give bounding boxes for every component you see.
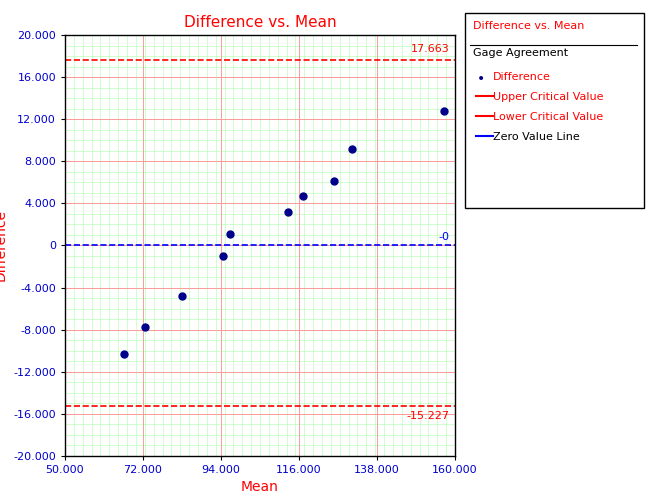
Y-axis label: Difference: Difference (0, 209, 8, 282)
Text: Lower Critical Value: Lower Critical Value (493, 112, 603, 122)
Point (439, 107, 450, 115)
Point (225, 230, 235, 238)
Point (283, 208, 294, 216)
X-axis label: Mean: Mean (241, 480, 279, 494)
Text: Zero Value Line: Zero Value Line (493, 132, 579, 142)
Text: •: • (476, 72, 485, 86)
Point (177, 292, 187, 300)
Text: Difference: Difference (493, 72, 551, 82)
Text: Upper Critical Value: Upper Critical Value (493, 92, 603, 102)
Text: Gage Agreement: Gage Agreement (473, 48, 568, 58)
Point (330, 177, 340, 185)
Point (347, 145, 358, 153)
Point (118, 350, 129, 358)
Text: -15.227: -15.227 (407, 411, 450, 421)
Point (297, 192, 307, 200)
Text: Difference vs. Mean: Difference vs. Mean (473, 21, 584, 31)
Text: 17.663: 17.663 (411, 45, 450, 55)
Title: Difference vs. Mean: Difference vs. Mean (184, 15, 336, 30)
Point (218, 252, 228, 260)
Text: -0: -0 (439, 232, 450, 242)
Point (140, 323, 150, 331)
